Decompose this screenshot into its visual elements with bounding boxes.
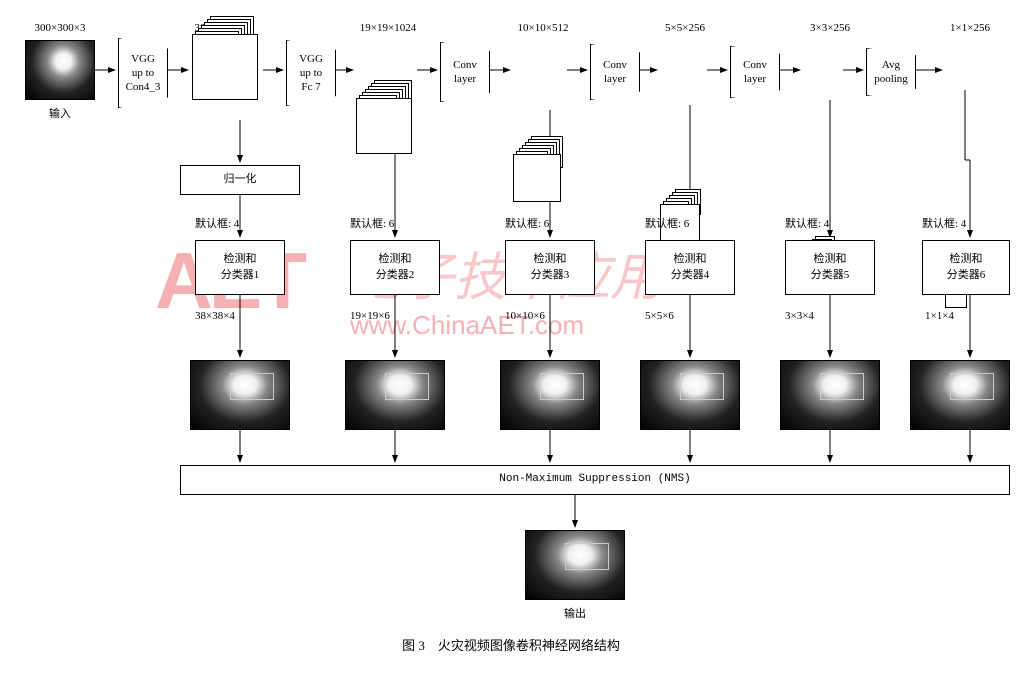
result-image [910,360,1010,430]
result-image [345,360,445,430]
stage-dims: 1×1×256 [930,22,1010,34]
detector-outdims: 19×19×6 [350,310,440,322]
input-dims: 300×300×3 [25,22,95,34]
default-boxes-label: 默认框: 6 [350,215,440,231]
trap-block: Conv layer [440,42,490,102]
detector-box: 检测和 分类器1 [195,240,285,295]
normalization-box: 归一化 [180,165,300,195]
detector-box: 检测和 分类器4 [645,240,735,295]
trap-block: Avg pooling [866,48,916,96]
default-boxes-label: 默认框: 4 [922,215,1012,231]
output-image [525,530,625,600]
trap-block: VGG up to Con4_3 [118,38,168,108]
input-label: 输入 [25,105,95,121]
default-boxes-label: 默认框: 4 [195,215,285,231]
trap-line: pooling [874,72,908,86]
result-image [190,360,290,430]
trap-block: Conv layer [730,46,780,98]
detector-box: 检测和 分类器3 [505,240,595,295]
default-boxes-label: 默认框: 4 [785,215,875,231]
input-image [25,40,95,100]
output-label: 输出 [525,605,625,621]
stage-dims: 5×5×256 [645,22,725,34]
detector-outdims: 3×3×4 [785,310,875,322]
diagram-stage: AET 电子技术应用 www.ChinaAET.com [10,10,1012,666]
stage-dims: 19×19×1024 [338,22,438,34]
feature-stack [356,98,398,150]
detector-outdims: 5×5×6 [645,310,735,322]
trap-line: VGG [299,52,323,66]
arrows-layer [10,10,1012,666]
trap-line: layer [744,72,766,86]
stage-dims: 3×3×256 [790,22,870,34]
default-boxes-label: 默认框: 6 [505,215,595,231]
stage-dims: 10×10×512 [498,22,588,34]
detector-outdims: 38×38×4 [195,310,285,322]
trap-line: Con4_3 [126,80,161,94]
trap-line: Avg [882,58,900,72]
trap-line: up to [132,66,154,80]
nms-box: Non-Maximum Suppression (NMS) [180,465,1010,495]
detector-box: 检测和 分类器2 [350,240,440,295]
trap-line: up to [300,66,322,80]
detector-box: 检测和 分类器6 [922,240,1010,295]
trap-line: Conv [743,58,767,72]
trap-line: Conv [453,58,477,72]
detector-outdims: 10×10×6 [505,310,595,322]
default-boxes-label: 默认框: 6 [645,215,735,231]
detector-outdims: 1×1×4 [925,310,1015,322]
result-image [640,360,740,430]
trap-line: Fc 7 [301,80,320,94]
feature-stack [513,154,549,200]
result-image [780,360,880,430]
trap-line: layer [454,72,476,86]
trap-block: Conv layer [590,44,640,100]
figure-caption: 图 3 火灾视频图像卷积神经网络结构 [10,635,1012,654]
trap-line: VGG [131,52,155,66]
result-image [500,360,600,430]
trap-block: VGG up to Fc 7 [286,40,336,106]
feature-stack [192,34,242,94]
detector-box: 检测和 分类器5 [785,240,875,295]
trap-line: layer [604,72,626,86]
trap-line: Conv [603,58,627,72]
